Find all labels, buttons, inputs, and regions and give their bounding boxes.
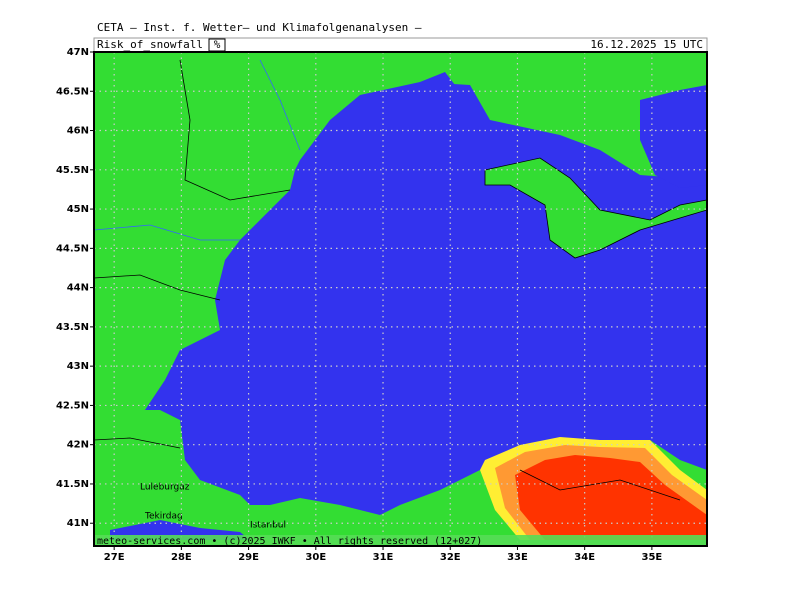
- y-tick-label: 43N: [67, 361, 89, 372]
- border: [93, 437, 181, 449]
- header: CETA — Inst. f. Wetter— und Klimafolgena…: [97, 21, 422, 34]
- border: [179, 59, 291, 201]
- x-tick-label: 28E: [171, 552, 192, 563]
- valid-time: 16.12.2025 15 UTC: [590, 38, 703, 51]
- footer: meteo-services.com • (c)2025 IWKF • All …: [97, 536, 482, 547]
- y-tick-label: 45N: [67, 204, 89, 215]
- x-tick-label: 34E: [574, 552, 595, 563]
- y-tick-label: 47N: [67, 47, 89, 58]
- place-label: Luleburgaz: [140, 483, 190, 493]
- x-tick-label: 29E: [238, 552, 259, 563]
- rivers: [93, 59, 301, 241]
- footer-bar: [94, 535, 707, 546]
- ticks: 27E 28E 29E 30E 31E 32E 33E 34E 35E 47N 46.5N 46N 45…: [56, 47, 662, 563]
- x-tick-label: 33E: [507, 552, 528, 563]
- lagoon: [420, 72, 455, 95]
- borders: [93, 59, 681, 501]
- y-tick-label: 43.5N: [56, 322, 89, 333]
- y-tick-label: 44.5N: [56, 243, 89, 254]
- border: [519, 469, 681, 501]
- place-label: Tekirdag: [144, 512, 183, 522]
- frame-border: [93, 51, 708, 547]
- y-tick-label: 42.5N: [56, 400, 89, 411]
- y-tick-label: 41N: [67, 518, 89, 529]
- snow-risk-high: [515, 455, 707, 540]
- map-area: Luleburgaz Tekirdag Istanbul meteo-servi…: [93, 51, 708, 547]
- border: [93, 274, 221, 301]
- y-tick-label: 45.5N: [56, 165, 89, 176]
- y-tick-label: 42N: [67, 440, 89, 451]
- y-tick-label: 46N: [67, 126, 89, 137]
- y-tick-label: 41.5N: [56, 479, 89, 490]
- y-tick-label: 44N: [67, 283, 89, 294]
- y-tick-label: 46.5N: [56, 86, 89, 97]
- crimea: [484, 157, 708, 259]
- variable: Risk_of_snowfall: [97, 38, 203, 51]
- river: [259, 59, 301, 151]
- x-tick-label: 32E: [440, 552, 461, 563]
- x-tick-label: 31E: [373, 552, 394, 563]
- x-tick-label: 35E: [642, 552, 663, 563]
- x-tick-label: 30E: [305, 552, 326, 563]
- place-label: Istanbul: [250, 521, 286, 531]
- river: [93, 224, 240, 241]
- unit: %: [214, 38, 221, 51]
- x-tick-label: 27E: [104, 552, 125, 563]
- sea-of-azov: [640, 85, 707, 188]
